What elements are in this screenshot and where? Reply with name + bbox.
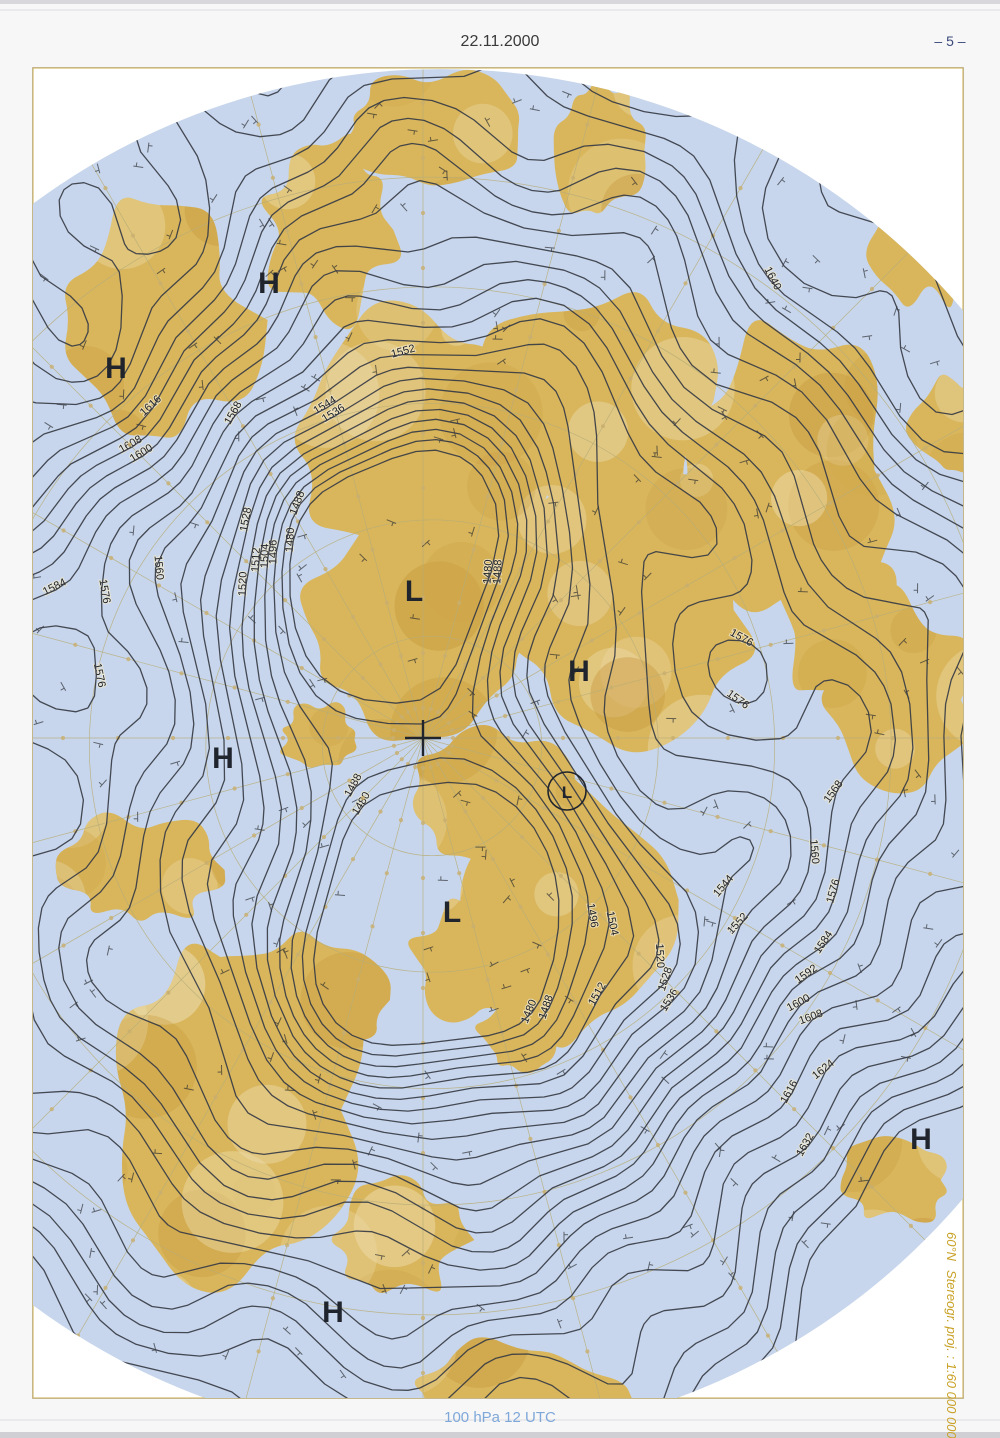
svg-text:Stereogr. proj. : 1:60 000 000: Stereogr. proj. : 1:60 000 000 [944, 1270, 959, 1438]
svg-text:L: L [405, 575, 423, 608]
svg-text:– 5 –: – 5 – [934, 33, 965, 49]
svg-text:1520: 1520 [653, 943, 666, 968]
svg-text:L: L [443, 896, 461, 929]
svg-text:L: L [562, 783, 572, 802]
svg-text:H: H [568, 655, 590, 688]
svg-text:60°N: 60°N [944, 1232, 959, 1262]
svg-text:1560: 1560 [151, 555, 165, 580]
svg-text:100 hPa 12 UTC: 100 hPa 12 UTC [444, 1409, 556, 1426]
svg-text:H: H [105, 352, 127, 385]
svg-text:H: H [258, 267, 280, 300]
svg-text:H: H [212, 742, 234, 775]
svg-text:H: H [910, 1123, 932, 1156]
svg-text:22.11.2000: 22.11.2000 [461, 33, 540, 50]
svg-text:H: H [322, 1296, 344, 1329]
